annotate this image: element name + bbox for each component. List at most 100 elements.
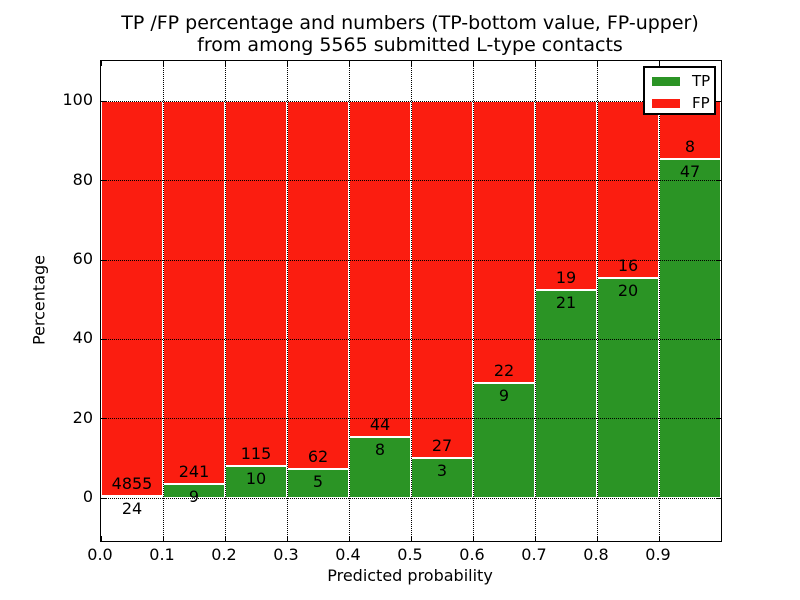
fp-count-label-7: 19	[555, 267, 577, 287]
tp-count-label-7: 21	[555, 292, 577, 312]
fp-count-label-2: 115	[240, 444, 272, 464]
horizontal-gridline	[101, 497, 721, 499]
x-tick-label-0.7: 0.7	[521, 545, 547, 564]
tp-count-label-6: 9	[498, 385, 510, 405]
fp-count-label-8: 16	[617, 255, 639, 275]
x-tick-label-0.6: 0.6	[459, 545, 485, 564]
legend-item-fp: FP	[645, 94, 714, 112]
vertical-gridline	[224, 61, 226, 541]
fp-count-label-5: 27	[431, 436, 453, 456]
tp-count-label-2: 10	[245, 469, 267, 489]
bar-tp-2	[225, 466, 287, 499]
fp-count-label-0: 4855	[111, 474, 153, 494]
y-tick-mark	[101, 338, 106, 340]
tp-count-label-3: 5	[312, 471, 324, 491]
bar-tp-6	[473, 382, 535, 499]
y-tick-mark	[716, 100, 721, 102]
y-axis-label: Percentage	[29, 254, 49, 346]
tp-count-label-8: 20	[617, 280, 639, 300]
fp-count-label-3: 62	[307, 446, 329, 466]
x-tick-mark	[100, 536, 102, 541]
tp-count-label-0: 24	[121, 499, 143, 519]
vertical-gridline	[348, 61, 350, 541]
y-tick-mark	[716, 338, 721, 340]
y-tick-label-20: 20	[72, 407, 93, 427]
x-tick-mark	[162, 61, 164, 66]
x-tick-label-0.9: 0.9	[645, 545, 671, 564]
horizontal-gridline	[101, 100, 721, 102]
x-tick-mark	[162, 536, 164, 541]
x-tick-mark	[348, 61, 350, 66]
chart-title-line2: from among 5565 submitted L-type contact…	[197, 34, 623, 56]
x-tick-mark	[534, 536, 536, 541]
y-tick-mark	[101, 259, 106, 261]
x-axis-label: Predicted probability	[327, 566, 493, 585]
x-tick-mark	[286, 536, 288, 541]
y-tick-mark	[716, 418, 721, 420]
bar-tp-3	[287, 468, 349, 499]
bar-tp-8	[597, 277, 659, 499]
vertical-gridline	[286, 61, 288, 541]
fp-count-label-9: 8	[684, 137, 696, 157]
x-tick-mark	[658, 61, 660, 66]
plot-area: 4855 24 241 9 115 10 62 5 44 8 27 3 22 9 19 21 16 20 8 47	[100, 60, 722, 542]
y-tick-label-80: 80	[72, 169, 93, 189]
x-tick-mark	[286, 61, 288, 66]
bar-tp-9	[659, 159, 721, 499]
x-tick-mark	[410, 536, 412, 541]
bar-fp-3	[287, 101, 349, 469]
y-tick-label-0: 0	[82, 487, 93, 507]
vertical-gridline	[534, 61, 536, 541]
y-tick-label-100: 100	[62, 90, 93, 110]
tp-count-label-4: 8	[374, 440, 386, 460]
x-tick-mark	[596, 61, 598, 66]
vertical-gridline	[162, 61, 164, 541]
x-tick-mark	[472, 536, 474, 541]
vertical-gridline	[596, 61, 598, 541]
chart-title: TP /FP percentage and numbers (TP-bottom…	[100, 12, 720, 56]
grid-layer	[101, 61, 721, 541]
legend-item-tp: TP	[645, 72, 714, 90]
fp-count-label-1: 241	[178, 461, 210, 481]
y-tick-label-40: 40	[72, 328, 93, 348]
fp-color-swatch	[652, 98, 680, 108]
x-tick-mark	[534, 61, 536, 66]
vertical-gridline	[410, 61, 412, 541]
tp-count-label-1: 9	[188, 486, 200, 506]
x-tick-label-0.1: 0.1	[149, 545, 175, 564]
bar-fp-0	[101, 101, 163, 497]
horizontal-gridline	[101, 338, 721, 340]
ticks-layer	[100, 61, 721, 541]
y-tick-mark	[101, 100, 106, 102]
x-tick-label-0.5: 0.5	[397, 545, 423, 564]
tp-count-label-9: 47	[679, 162, 701, 182]
y-tick-mark	[716, 497, 721, 499]
chart-title-line1: TP /FP percentage and numbers (TP-bottom…	[121, 12, 699, 34]
horizontal-gridline	[101, 259, 721, 261]
tp-count-label-5: 3	[436, 461, 448, 481]
bar-tp-5	[411, 458, 473, 499]
x-tick-label-0.4: 0.4	[335, 545, 361, 564]
x-tick-mark	[410, 61, 412, 66]
x-tick-mark	[100, 61, 102, 66]
x-tick-label-0.3: 0.3	[273, 545, 299, 564]
bar-fp-1	[163, 101, 225, 484]
x-tick-label-0.8: 0.8	[583, 545, 609, 564]
y-tick-mark	[101, 418, 106, 420]
x-tick-mark	[472, 61, 474, 66]
x-tick-mark	[224, 61, 226, 66]
fp-count-label-6: 22	[493, 360, 515, 380]
bar-fp-6	[473, 101, 535, 383]
x-tick-mark	[658, 536, 660, 541]
y-tick-mark	[716, 180, 721, 182]
legend-label-fp: FP	[692, 94, 710, 112]
y-tick-mark	[101, 180, 106, 182]
tp-color-swatch	[652, 76, 680, 86]
fp-count-label-4: 44	[369, 415, 391, 435]
vertical-gridline	[472, 61, 474, 541]
bar-tp-4	[349, 437, 411, 499]
y-tick-mark	[716, 259, 721, 261]
y-tick-label-60: 60	[72, 249, 93, 269]
y-tick-mark	[101, 497, 106, 499]
